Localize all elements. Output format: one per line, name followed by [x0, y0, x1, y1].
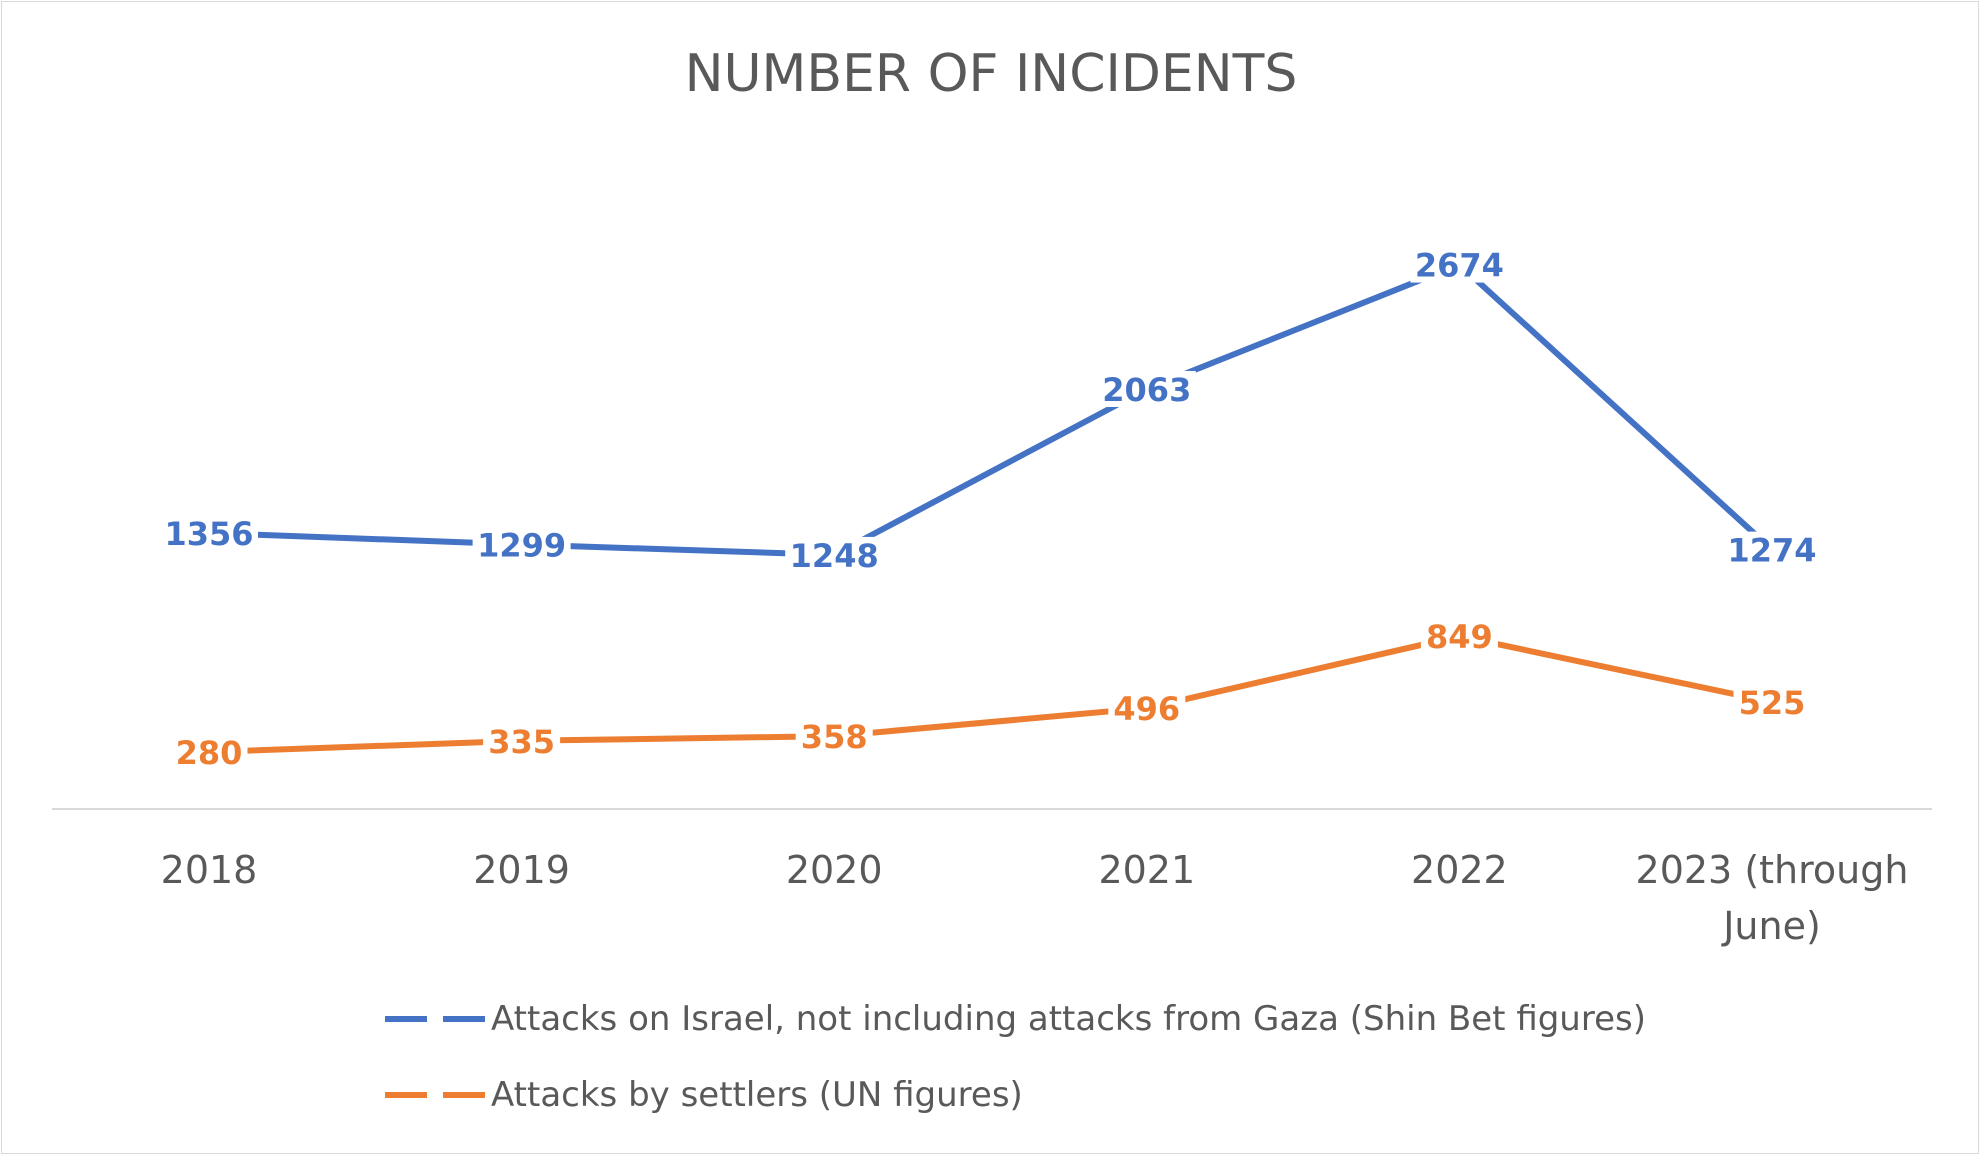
data-label-background [1097, 370, 1196, 407]
data-label: 849 [1426, 618, 1493, 656]
data-label: 496 [1113, 690, 1180, 728]
legend-item-series-1: Attacks on Israel, not including attacks… [385, 994, 1646, 1044]
series-1: 1356 1299 1248 2063 2674 1274 [160, 246, 1821, 575]
x-tick-label: 2020 [786, 848, 883, 892]
series-line [208, 633, 1773, 755]
legend-line-icon [385, 1016, 485, 1022]
legend-label: Attacks by settlers (UN figures) [491, 1075, 1023, 1115]
data-label-background [483, 722, 561, 759]
data-label: 1274 [1727, 532, 1816, 570]
x-tick-labels: 2018 2019 2020 2021 2022 2023 (through June) [161, 848, 1909, 948]
data-label-background [1733, 684, 1811, 721]
data-label-background [785, 536, 884, 573]
data-label: 1356 [164, 515, 253, 553]
chart-title: NUMBER OF INCIDENTS [684, 44, 1298, 104]
data-label: 1248 [790, 537, 879, 575]
data-label-background [170, 733, 248, 770]
data-label: 2674 [1415, 247, 1504, 285]
data-label-background [1420, 618, 1498, 655]
data-label: 335 [488, 723, 555, 761]
series-2: 280 335 358 496 849 525 [170, 618, 1811, 772]
x-tick-label: 2018 [161, 848, 258, 892]
x-tick-label: 2023 (through June) [1636, 848, 1909, 948]
series-layer: 1356 1299 1248 2063 2674 1274 280 335 358 496 849 5… [160, 246, 1821, 772]
data-label-background [472, 526, 571, 563]
x-tick-label: 2021 [1098, 848, 1195, 892]
data-label: 358 [801, 718, 868, 756]
data-label-background [160, 514, 258, 551]
x-tick-label: 2019 [473, 848, 570, 892]
legend-label: Attacks on Israel, not including attacks… [491, 999, 1646, 1039]
x-tick-label: 2022 [1411, 848, 1508, 892]
series-line [208, 261, 1775, 558]
data-label-background [1410, 246, 1509, 283]
data-label-background [795, 718, 873, 755]
data-label: 1299 [477, 527, 566, 565]
data-label: 280 [176, 734, 243, 772]
legend-item-series-2: Attacks by settlers (UN figures) [385, 1070, 1023, 1120]
data-label: 2063 [1102, 371, 1191, 409]
data-label-background [1723, 531, 1821, 568]
legend-line-icon [385, 1092, 485, 1098]
data-label: 525 [1739, 684, 1806, 722]
data-label-background [1108, 690, 1186, 727]
